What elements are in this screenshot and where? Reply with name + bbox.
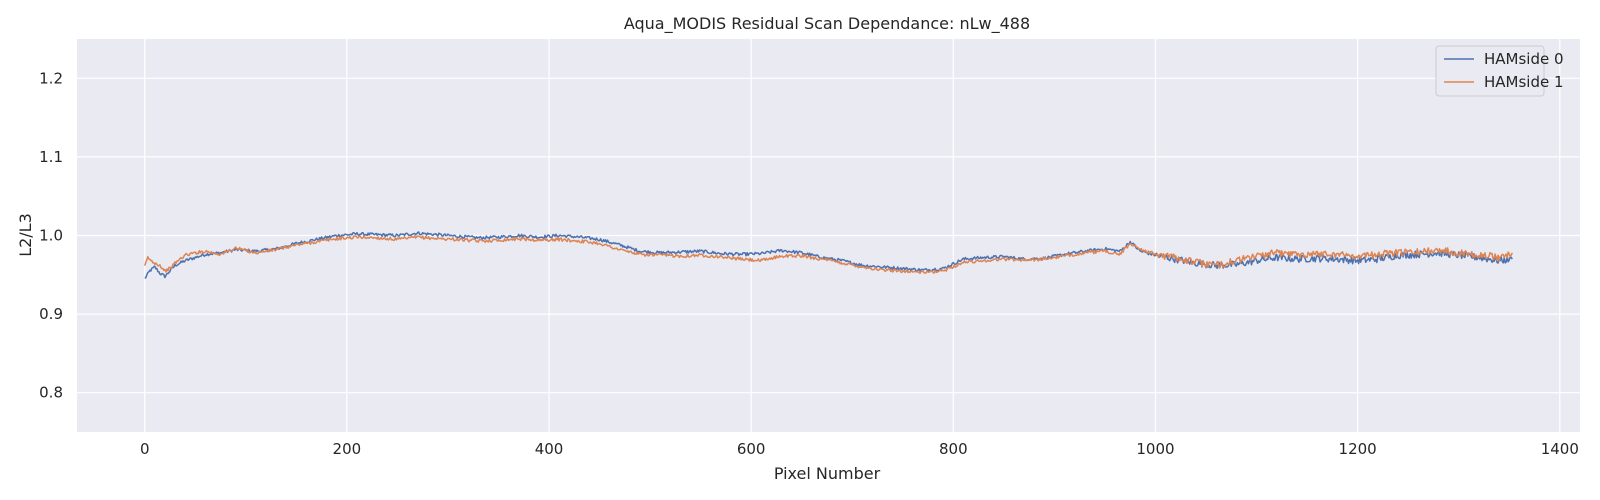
chart-title: Aqua_MODIS Residual Scan Dependance: nLw… bbox=[624, 14, 1030, 34]
y-axis-ticks: 0.8 0.9 1.0 1.1 1.2 bbox=[39, 69, 63, 401]
y-tick-label: 1.1 bbox=[39, 148, 63, 166]
legend: HAMside 0 HAMside 1 bbox=[1435, 45, 1564, 97]
series-line-hamside-1 bbox=[143, 235, 1513, 275]
x-tick-label: 200 bbox=[333, 440, 362, 458]
x-tick-label: 600 bbox=[737, 440, 766, 458]
x-tick-label: 1200 bbox=[1339, 440, 1377, 458]
x-tick-label: 1000 bbox=[1136, 440, 1174, 458]
x-axis-label: Pixel Number bbox=[774, 464, 881, 483]
y-tick-label: 1.2 bbox=[39, 69, 63, 87]
series-lines bbox=[143, 231, 1513, 279]
y-axis-label: L2/L3 bbox=[16, 213, 35, 257]
x-tick-label: 800 bbox=[939, 440, 968, 458]
y-tick-label: 0.8 bbox=[39, 384, 63, 402]
x-tick-label: 1400 bbox=[1541, 440, 1579, 458]
legend-label-hamside-0: HAMside 0 bbox=[1484, 50, 1564, 68]
x-axis-ticks: 0 200 400 600 800 1000 1200 1400 bbox=[140, 440, 1579, 458]
y-tick-label: 0.9 bbox=[39, 305, 63, 323]
grid-lines bbox=[77, 39, 1580, 432]
y-tick-label: 1.0 bbox=[39, 227, 63, 245]
legend-label-hamside-1: HAMside 1 bbox=[1484, 73, 1564, 91]
x-tick-label: 0 bbox=[140, 440, 150, 458]
x-tick-label: 400 bbox=[535, 440, 564, 458]
